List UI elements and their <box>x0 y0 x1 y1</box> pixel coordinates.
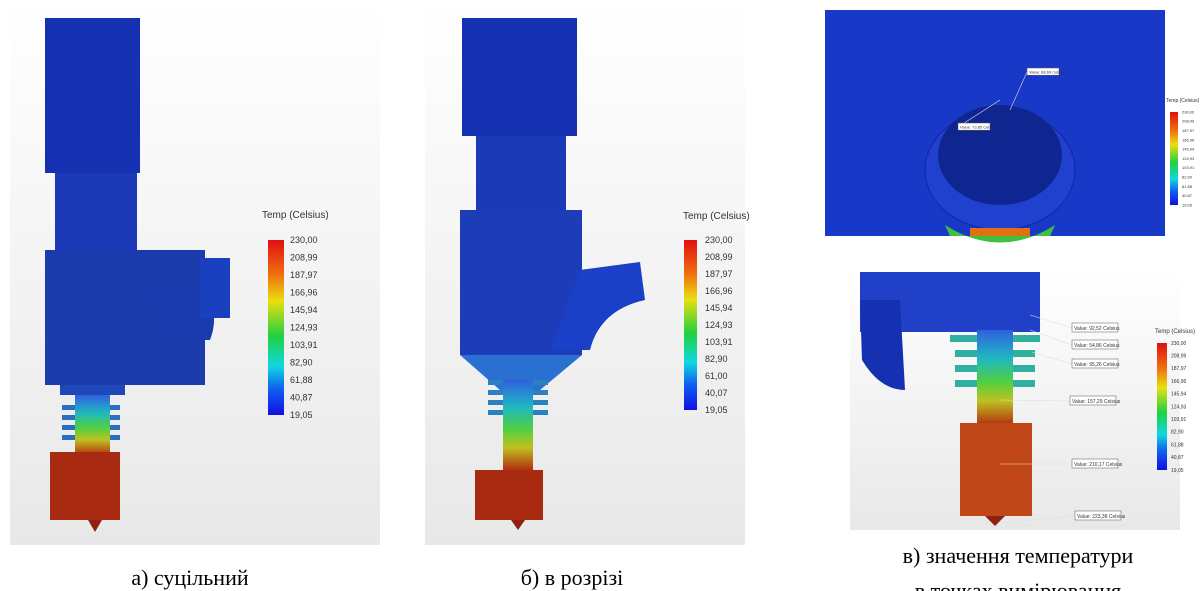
caption: б) в розрізі <box>521 565 624 590</box>
render-solid <box>10 0 380 545</box>
legend-label: 61,88 <box>290 375 313 385</box>
probe-label: Value: 73,85 Celsius <box>960 125 996 130</box>
probe-label: Value: 223,38 Celsius <box>1077 514 1126 520</box>
legend-label: 187,97 <box>1171 366 1187 372</box>
legend-label: 82,90 <box>1171 430 1184 436</box>
legend-label: 103,91 <box>290 340 318 350</box>
legend-label: 230,00 <box>290 235 318 245</box>
probe-label: Value: 210,17 Celsius <box>1074 462 1123 468</box>
legend-label: 124,93 <box>705 320 733 330</box>
legend-label: 19,05 <box>705 405 728 415</box>
legend-label: 40,87 <box>1171 455 1184 461</box>
legend-label: 145,94 <box>290 305 318 315</box>
legend-label: 82,90 <box>1182 175 1193 180</box>
legend-label: 187,97 <box>705 269 733 279</box>
legend-label: 230,00 <box>1182 109 1195 114</box>
legend-label: 103,91 <box>1171 417 1187 423</box>
legend-label: 187,97 <box>290 270 318 280</box>
probe-label: Value: 88,69 Celsius <box>1029 70 1065 75</box>
legend-label: 82,90 <box>705 354 728 364</box>
probe-label: Value: 95,26 Celsius <box>1074 362 1120 368</box>
legend-label: 208,99 <box>290 253 318 263</box>
legend-label: 19,05 <box>1171 468 1184 474</box>
legend-label: 61,88 <box>1182 184 1193 189</box>
legend-label: 230,00 <box>705 235 733 245</box>
caption: а) суцільний <box>131 565 249 590</box>
probe-label: Value: 54,86 Celsius <box>1074 343 1120 349</box>
legend-label: 145,94 <box>1171 392 1187 398</box>
legend-label: 40,07 <box>705 388 728 398</box>
caption: в точках вимірювання <box>915 578 1122 591</box>
legend-label: 208,99 <box>705 252 733 262</box>
color-scale <box>684 240 697 410</box>
legend-label: 40,87 <box>290 393 313 403</box>
legend-label: 166,96 <box>290 288 318 298</box>
legend-label: 124,93 <box>290 323 318 333</box>
legend-label: 145,94 <box>705 303 733 313</box>
figure: Temp (Celsius) 230,00 208,99 187,97 166,96 14… <box>0 0 1202 591</box>
legend-label: 187,97 <box>1182 128 1195 133</box>
probe-label: Value: 92,52 Celsius <box>1074 326 1120 332</box>
legend-label: 82,90 <box>290 358 313 368</box>
legend-label: 40,87 <box>1182 193 1193 198</box>
caption: в) значення температури <box>903 543 1134 568</box>
probe-label: Value: 157,29 Celsius <box>1072 399 1121 405</box>
legend-label: 61,00 <box>705 371 728 381</box>
legend-label: 208,99 <box>1182 119 1195 124</box>
legend-title: Temp (Celsius) <box>683 211 750 222</box>
legend-label: 166,96 <box>1182 137 1195 142</box>
color-scale <box>268 240 284 415</box>
legend-label: 103,91 <box>705 337 733 347</box>
legend-label: 124,93 <box>1182 156 1195 161</box>
legend-label: 124,93 <box>1171 404 1187 410</box>
legend-label: 19,05 <box>1182 202 1193 207</box>
legend-title: Temp (Celsius) <box>262 210 329 221</box>
color-scale <box>1170 112 1178 205</box>
legend-label: 230,00 <box>1171 341 1187 347</box>
legend-label: 61,88 <box>1171 442 1184 448</box>
legend-label: 208,99 <box>1171 353 1187 359</box>
render-detail-top <box>825 10 1193 243</box>
legend-label: 19,05 <box>290 410 313 420</box>
color-scale <box>1157 343 1167 470</box>
page: Temp (Celsius) 230,00 208,99 187,97 166,96 14… <box>0 0 1202 591</box>
legend-label: 145,94 <box>1182 147 1195 152</box>
legend-label: 103,91 <box>1182 165 1195 170</box>
legend-title: Temp (Celsius) <box>1166 98 1200 104</box>
legend-title: Temp (Celsius) <box>1155 329 1195 335</box>
legend-label: 166,96 <box>1171 379 1187 385</box>
legend-label: 166,96 <box>705 286 733 296</box>
